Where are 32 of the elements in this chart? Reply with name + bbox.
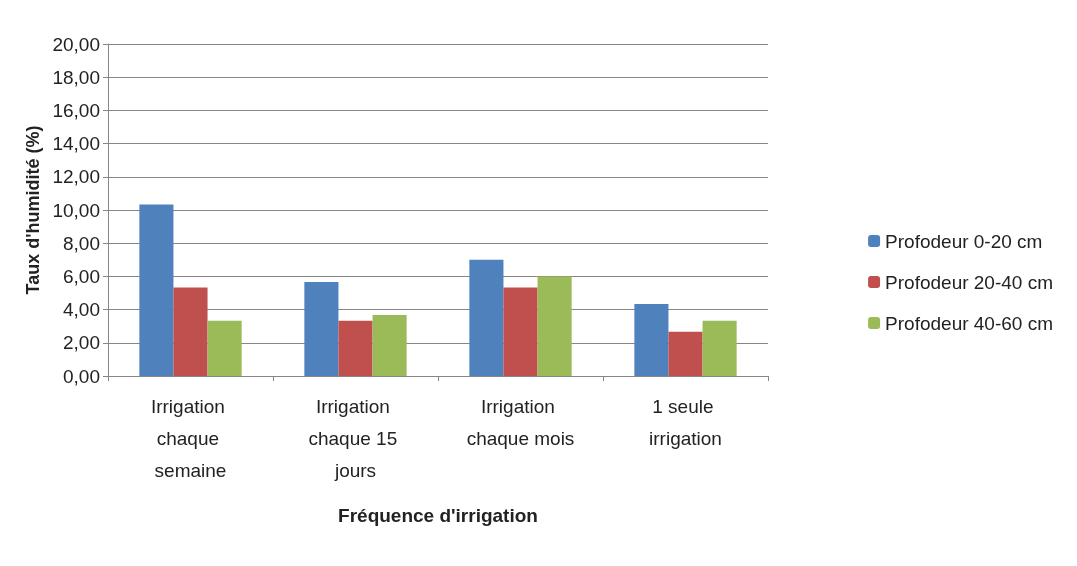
bar xyxy=(139,204,174,376)
bar xyxy=(304,281,339,376)
y-tick-label: 20,00 xyxy=(52,33,100,55)
y-tick-label: 16,00 xyxy=(52,99,100,121)
y-tick-label: 0,00 xyxy=(63,365,100,387)
x-axis-title: Fréquence d'irrigation xyxy=(338,505,538,526)
bar xyxy=(668,331,703,376)
bar xyxy=(537,276,572,376)
y-tick-label: 8,00 xyxy=(63,232,100,254)
bar xyxy=(338,320,373,376)
y-tick-label: 10,00 xyxy=(52,199,100,221)
y-tick-label: 18,00 xyxy=(52,66,100,88)
x-tick-label: 1 seule irrigation xyxy=(649,395,722,449)
legend-label: Profodeur 40-60 cm xyxy=(885,312,1053,334)
bar xyxy=(503,287,538,376)
bar xyxy=(372,315,407,376)
bar xyxy=(469,259,504,376)
y-tick-label: 4,00 xyxy=(63,299,100,321)
x-tick-label: Irrigation chaque 15 jours xyxy=(308,395,403,481)
bar xyxy=(207,320,242,376)
y-tick-label: 12,00 xyxy=(52,166,100,188)
x-tick-label: Irrigation chaque semaine xyxy=(150,395,231,481)
bar xyxy=(634,304,669,376)
bar xyxy=(702,320,737,376)
y-tick-label: 6,00 xyxy=(63,265,100,287)
legend-label: Profodeur 0-20 cm xyxy=(885,230,1043,252)
y-tick-label: 2,00 xyxy=(63,332,100,354)
x-tick-label: Irrigation chaque mois xyxy=(466,395,575,449)
bar xyxy=(173,287,208,376)
legend-label: Profodeur 20-40 cm xyxy=(885,271,1053,293)
y-tick-label: 14,00 xyxy=(52,133,100,155)
y-axis-title: Taux d'humidité (%) xyxy=(22,125,43,295)
